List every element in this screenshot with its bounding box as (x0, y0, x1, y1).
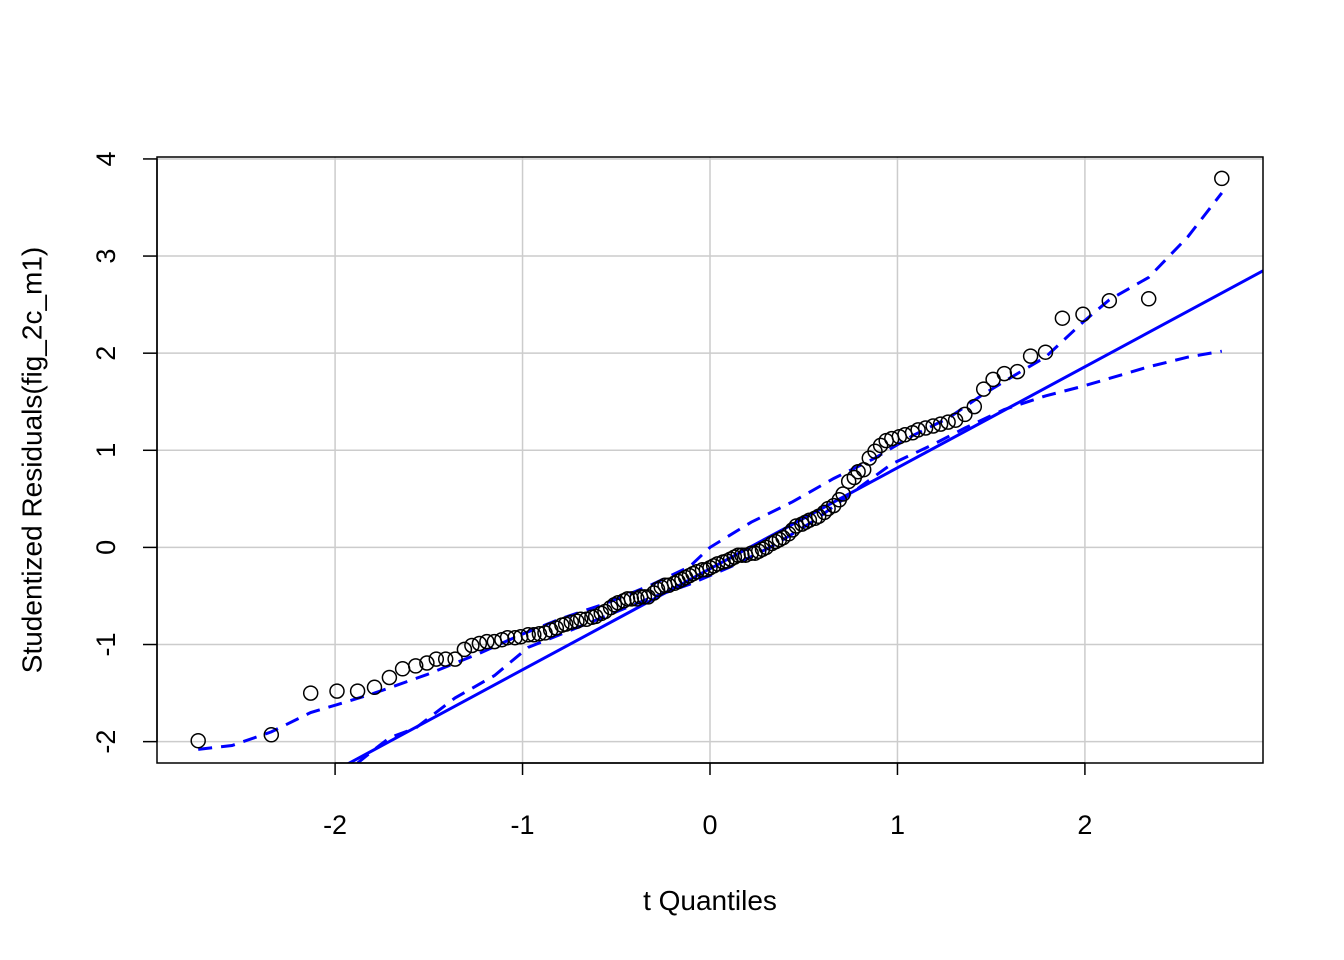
residual-point (428, 651, 445, 667)
residual-point (563, 614, 580, 630)
residual-point (1075, 306, 1091, 323)
residual-point (520, 627, 536, 643)
residual-point (366, 679, 383, 696)
residual-point (456, 641, 473, 658)
residual-point (636, 589, 653, 605)
residual-point (329, 683, 345, 699)
y-tick-label: -1 (91, 633, 121, 657)
x-tick-label: 1 (890, 810, 905, 840)
residual-point (349, 683, 366, 699)
residual-point (1101, 292, 1118, 309)
residual-point (917, 420, 934, 436)
y-axis-label: Studentized Residuals(fig_2c_m1) (16, 247, 47, 673)
residual-point (302, 685, 319, 701)
residual-point (419, 655, 435, 671)
residual-point (940, 414, 956, 430)
residual-point (1054, 310, 1071, 326)
residual-point (867, 443, 883, 460)
residual-point (394, 661, 411, 677)
residual-point (190, 732, 206, 749)
residual-point (447, 651, 463, 667)
envelope-lower-line (356, 349, 1223, 763)
y-tick-label: 2 (91, 346, 121, 361)
residual-point (996, 365, 1013, 382)
residual-point (681, 567, 698, 584)
residual-point (694, 561, 711, 578)
residual-point (975, 381, 992, 397)
x-tick-label: 0 (702, 810, 717, 840)
residual-point (957, 406, 973, 423)
residual-point (1022, 348, 1039, 364)
residual-point (897, 427, 913, 443)
residual-point (531, 626, 548, 642)
y-tick-label: 4 (91, 151, 121, 166)
residual-point (1214, 170, 1230, 187)
residual-point (629, 591, 645, 607)
y-tick-label: 0 (91, 540, 121, 555)
residual-point (479, 633, 495, 650)
residual-point (1009, 363, 1026, 380)
x-axis-label: t Quantiles (643, 885, 777, 916)
residual-point (437, 651, 454, 667)
x-axis: -2 -1 0 1 2 (323, 762, 1092, 840)
x-tick-label: -1 (511, 810, 535, 840)
residual-point (925, 418, 941, 434)
x-tick-label: 2 (1077, 810, 1092, 840)
residual-point (381, 669, 398, 686)
residual-point (947, 412, 964, 428)
envelope-upper-line (198, 191, 1223, 751)
residual-point (263, 727, 280, 743)
x-tick-label: -2 (323, 810, 347, 840)
residual-point (825, 497, 842, 514)
residual-point (572, 611, 589, 628)
grid (157, 157, 1263, 763)
residual-point (966, 398, 983, 415)
residual-point (872, 437, 889, 454)
residual-point (602, 599, 619, 616)
residual-point (910, 422, 926, 438)
residual-point (1140, 291, 1157, 307)
residual-point (743, 545, 759, 561)
residual-point (932, 416, 949, 432)
residual-point (1037, 344, 1054, 360)
residual-point (471, 635, 488, 652)
residual-point (835, 486, 851, 502)
residual-point (464, 637, 480, 654)
confidence-envelope (198, 191, 1223, 763)
y-tick-label: 1 (91, 443, 121, 458)
y-tick-label: 3 (91, 249, 121, 264)
residual-points (190, 170, 1230, 749)
residual-point (407, 658, 424, 674)
residual-point (526, 627, 542, 643)
y-axis: -2 -1 0 1 2 3 4 (91, 151, 158, 754)
y-tick-label: -2 (91, 730, 121, 754)
